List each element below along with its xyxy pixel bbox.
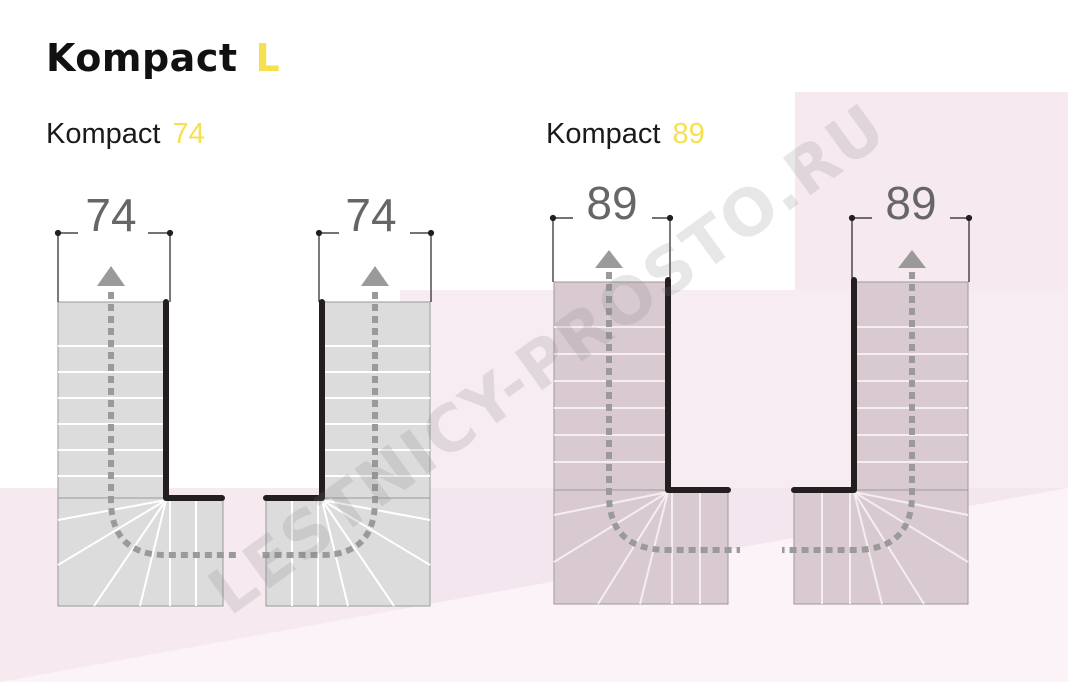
dimension-label: 89 [885,177,937,229]
dimension-label: 74 [85,189,137,241]
variant-width: 89 [672,118,705,150]
dimension-lines [54,214,973,302]
dimension-label: 89 [586,177,638,229]
title-accent: L [255,36,281,80]
variant-label-74: Kompact 74 [46,118,205,151]
variant-name: Kompact [46,118,161,150]
title-main: Kompact [46,36,238,80]
variant-width: 74 [172,118,205,150]
walk-line [108,272,915,558]
handrail [163,277,857,501]
variant-name: Kompact [546,118,661,150]
walk-arrow-heads [97,250,926,286]
page-title: Kompact L [46,36,280,80]
dimension-label: 74 [345,189,397,241]
variant-label-89: Kompact 89 [546,118,705,151]
stair-74-left [57,301,224,607]
stair-89-left [553,281,729,605]
stair-89-right [793,281,969,605]
